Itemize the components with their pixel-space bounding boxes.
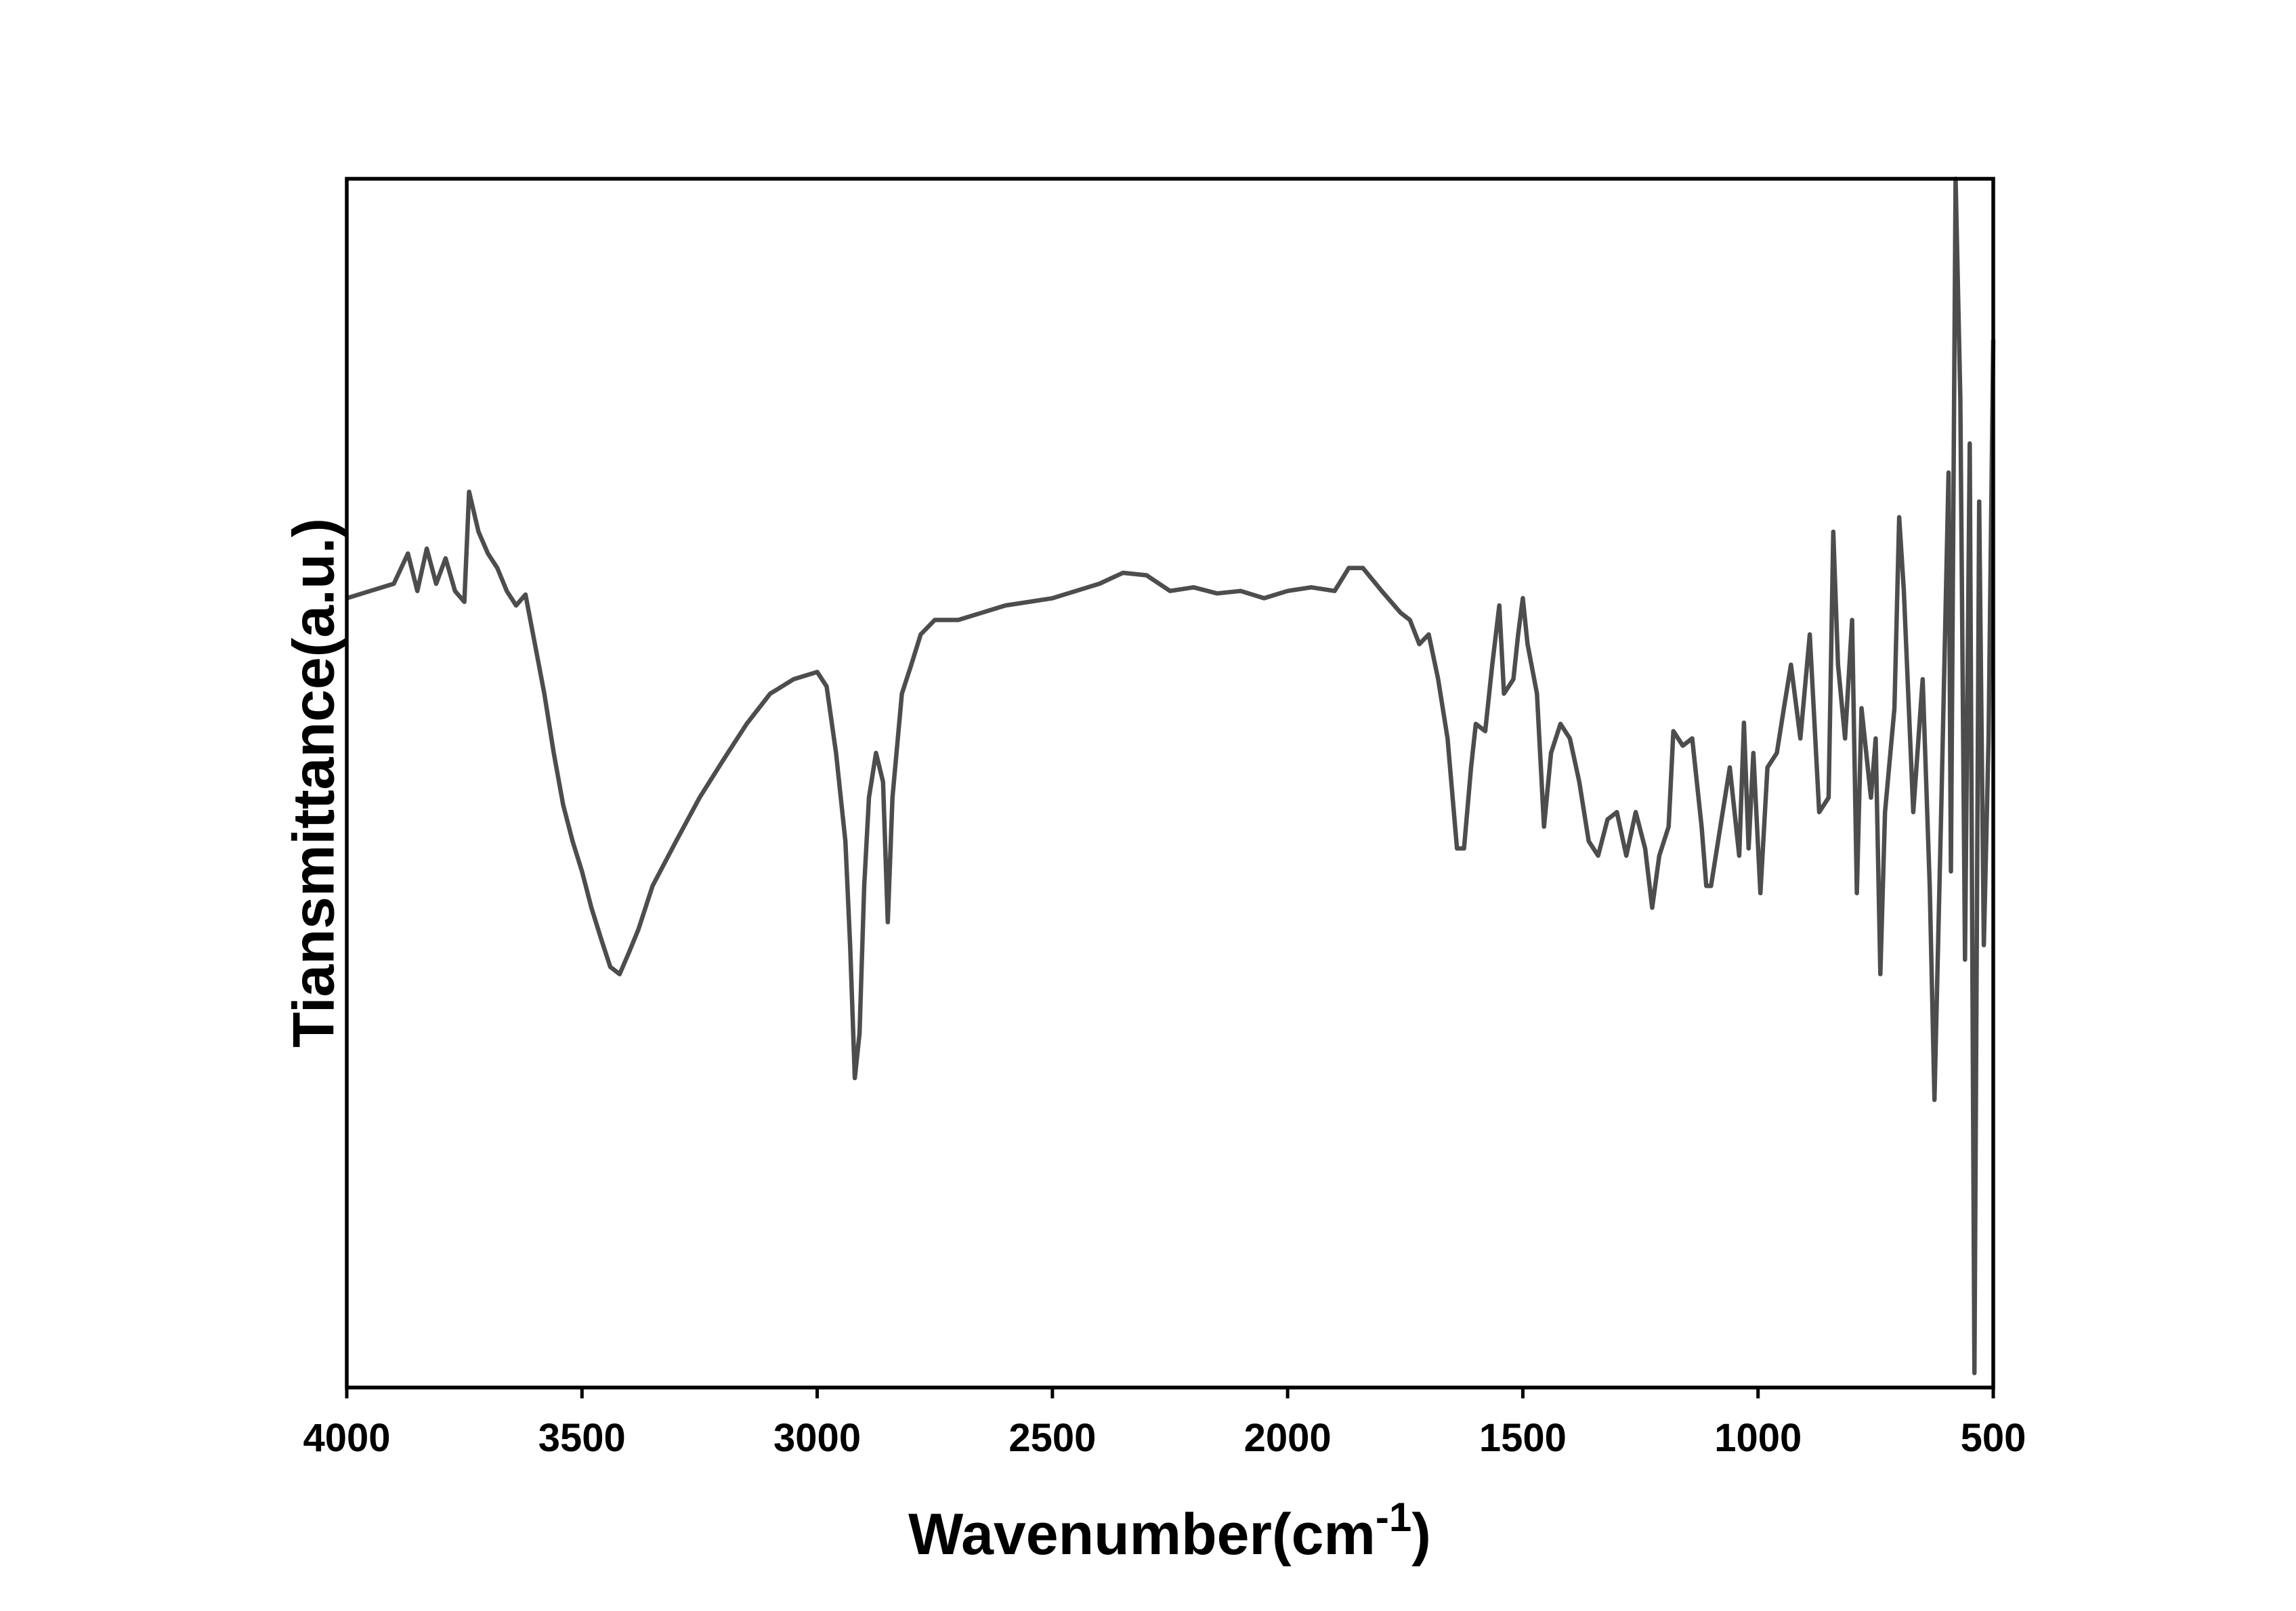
spectrum-line xyxy=(347,176,1996,1375)
x-tick-label: 500 xyxy=(1961,1416,2026,1460)
x-tick-label: 1000 xyxy=(1714,1416,1802,1460)
x-tick-label: 2500 xyxy=(1008,1416,1096,1460)
x-tick-label: 1500 xyxy=(1479,1416,1567,1460)
x-axis-title: Wavenumber(cm-1) xyxy=(908,1495,1431,1567)
x-tick-label: 2000 xyxy=(1244,1416,1332,1460)
x-axis-title-sup: -1 xyxy=(1376,1495,1411,1540)
y-axis-title: Tiansmittance(a.u.) xyxy=(282,518,347,1048)
x-tick-label: 4000 xyxy=(303,1416,390,1460)
plot-frame xyxy=(345,177,1995,1390)
x-axis-title-main: Wavenumber(cm xyxy=(908,1502,1376,1567)
x-axis-title-end: ) xyxy=(1411,1502,1431,1567)
x-tick-label: 3000 xyxy=(773,1416,861,1460)
x-tick-label: 3500 xyxy=(538,1416,626,1460)
